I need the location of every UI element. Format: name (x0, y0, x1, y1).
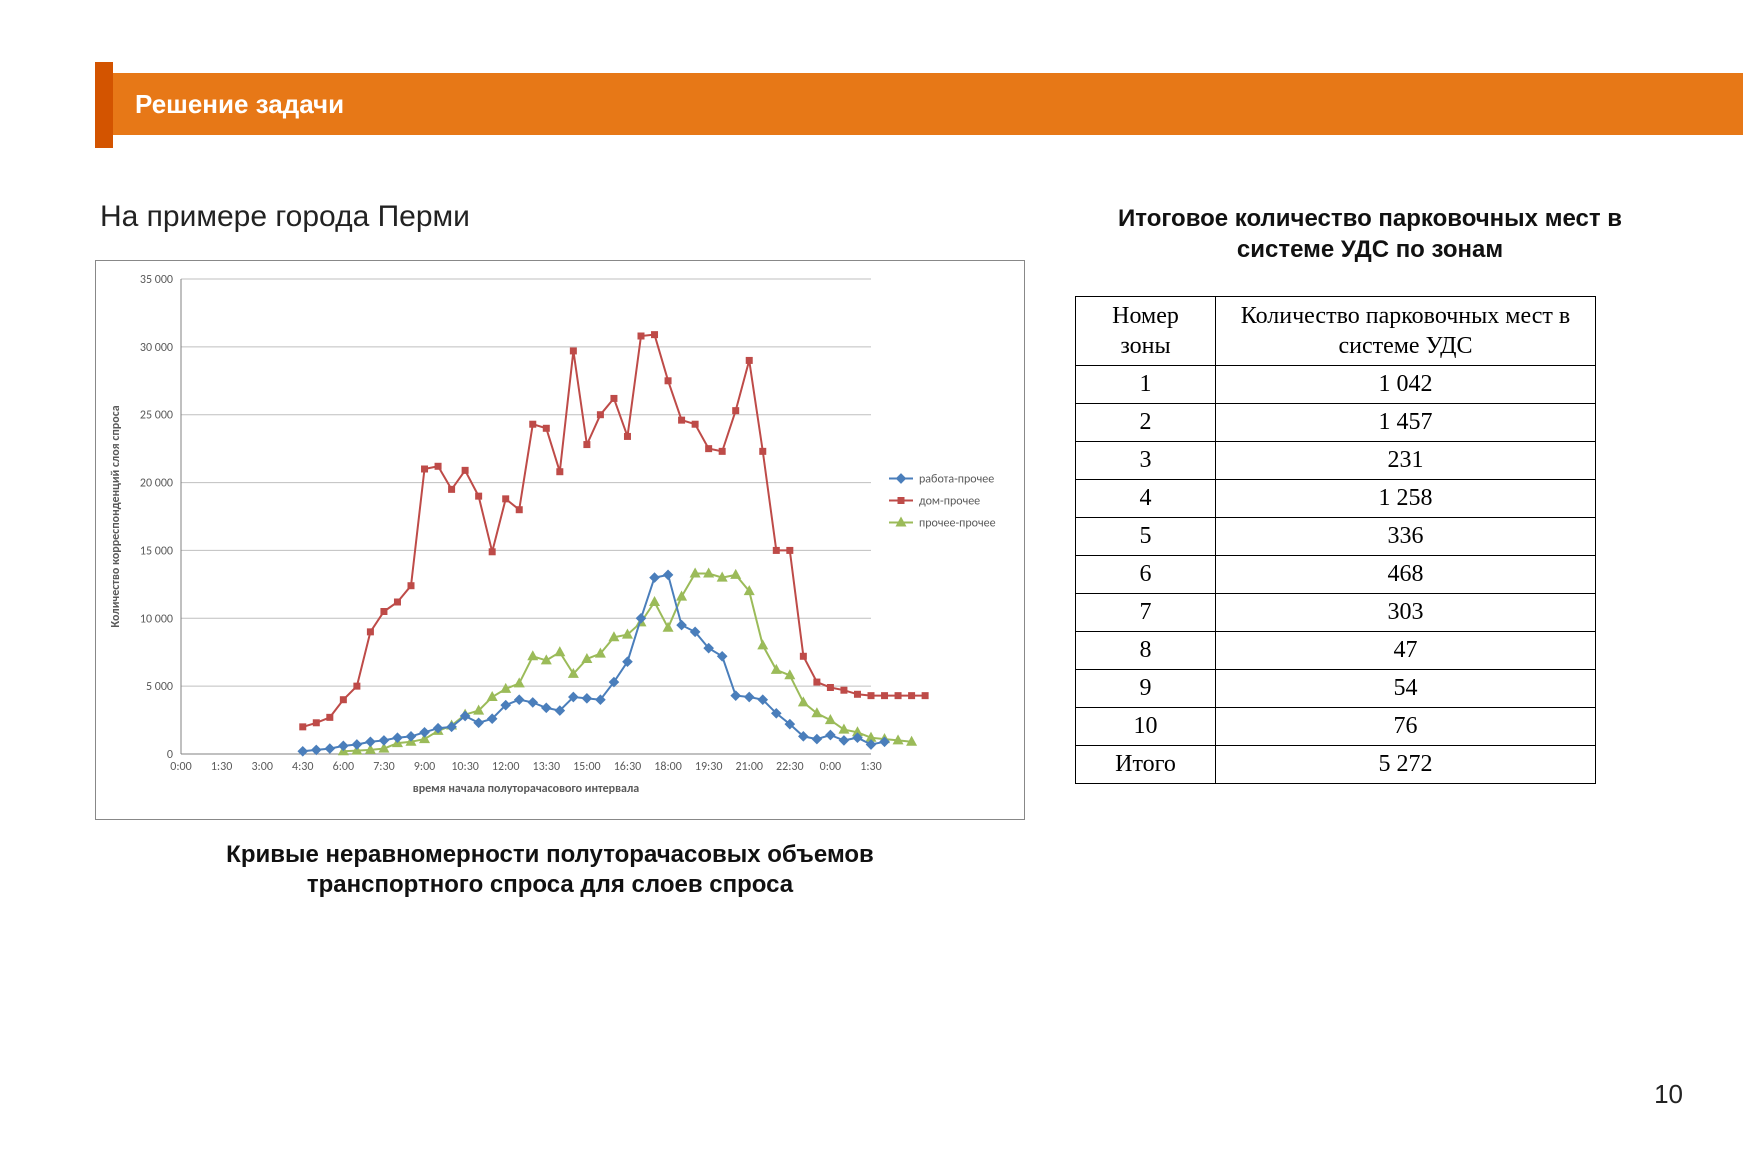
page-number: 10 (1654, 1079, 1683, 1110)
header-bar: Решение задачи (95, 73, 1743, 135)
svg-text:12:00: 12:00 (492, 760, 520, 774)
header-accent (95, 62, 113, 148)
table-cell: 336 (1216, 518, 1596, 556)
table-cell: 8 (1076, 632, 1216, 670)
svg-text:13:30: 13:30 (533, 760, 561, 774)
table-header-count: Количество парковочных мест в системе УД… (1216, 297, 1596, 366)
svg-text:дом-прочее: дом-прочее (919, 495, 980, 509)
table-cell: 6 (1076, 556, 1216, 594)
table-cell: 231 (1216, 442, 1596, 480)
table-title: Итоговое количество парковочных мест в с… (1075, 203, 1665, 265)
svg-text:1:30: 1:30 (860, 760, 881, 774)
table-cell: 1 457 (1216, 404, 1596, 442)
table-cell: 7 (1076, 594, 1216, 632)
zone-table: Номер зоны Количество парковочных мест в… (1075, 296, 1596, 784)
svg-text:30 000: 30 000 (140, 341, 173, 355)
svg-text:16:30: 16:30 (614, 760, 642, 774)
table-row: 41 258 (1076, 480, 1596, 518)
table-cell: 5 (1076, 518, 1216, 556)
chart-svg: 05 00010 00015 00020 00025 00030 00035 0… (96, 261, 1026, 821)
svg-text:15 000: 15 000 (140, 544, 173, 558)
svg-text:5 000: 5 000 (146, 680, 173, 694)
table-row: 5336 (1076, 518, 1596, 556)
table-cell: 47 (1216, 632, 1596, 670)
svg-text:работа-прочее: работа-прочее (919, 473, 994, 487)
table-cell: 468 (1216, 556, 1596, 594)
svg-text:7:30: 7:30 (373, 760, 394, 774)
svg-text:Количество корреспонденций сло: Количество корреспонденций слоя спроса (109, 405, 123, 627)
table-cell: 10 (1076, 708, 1216, 746)
table-row: Итого5 272 (1076, 746, 1596, 784)
table-cell: 1 258 (1216, 480, 1596, 518)
table-header-row: Номер зоны Количество парковочных мест в… (1076, 297, 1596, 366)
svg-text:прочее-прочее: прочее-прочее (919, 517, 996, 531)
svg-text:9:00: 9:00 (414, 760, 435, 774)
slide-subtitle: На примере города Перми (100, 200, 470, 234)
header-title: Решение задачи (135, 89, 344, 120)
svg-text:15:00: 15:00 (573, 760, 601, 774)
table-cell: Итого (1076, 746, 1216, 784)
svg-text:20 000: 20 000 (140, 477, 173, 491)
svg-text:18:00: 18:00 (654, 760, 682, 774)
table-cell: 54 (1216, 670, 1596, 708)
svg-text:4:30: 4:30 (292, 760, 313, 774)
table-cell: 5 272 (1216, 746, 1596, 784)
table-cell: 1 042 (1216, 366, 1596, 404)
svg-text:21:00: 21:00 (735, 760, 763, 774)
table-header-zone: Номер зоны (1076, 297, 1216, 366)
svg-text:6:00: 6:00 (333, 760, 354, 774)
table-row: 6468 (1076, 556, 1596, 594)
chart-caption: Кривые неравномерности полуторачасовых о… (160, 840, 940, 900)
table-cell: 9 (1076, 670, 1216, 708)
svg-text:0:00: 0:00 (170, 760, 191, 774)
table-cell: 2 (1076, 404, 1216, 442)
table-row: 7303 (1076, 594, 1596, 632)
table-cell: 1 (1076, 366, 1216, 404)
table-row: 11 042 (1076, 366, 1596, 404)
svg-text:19:30: 19:30 (695, 760, 723, 774)
svg-text:3:00: 3:00 (251, 760, 272, 774)
svg-text:1:30: 1:30 (211, 760, 232, 774)
demand-chart: 05 00010 00015 00020 00025 00030 00035 0… (95, 260, 1025, 820)
table-cell: 3 (1076, 442, 1216, 480)
svg-text:10 000: 10 000 (140, 612, 173, 626)
table-row: 3231 (1076, 442, 1596, 480)
table-cell: 4 (1076, 480, 1216, 518)
table-row: 847 (1076, 632, 1596, 670)
svg-text:25 000: 25 000 (140, 409, 173, 423)
table-row: 1076 (1076, 708, 1596, 746)
svg-text:0:00: 0:00 (820, 760, 841, 774)
table-cell: 76 (1216, 708, 1596, 746)
table-row: 954 (1076, 670, 1596, 708)
svg-text:время начала полуторачасового: время начала полуторачасового интервала (413, 782, 639, 796)
table-row: 21 457 (1076, 404, 1596, 442)
svg-text:22:30: 22:30 (776, 760, 804, 774)
svg-text:10:30: 10:30 (451, 760, 479, 774)
svg-text:35 000: 35 000 (140, 273, 173, 287)
table-cell: 303 (1216, 594, 1596, 632)
